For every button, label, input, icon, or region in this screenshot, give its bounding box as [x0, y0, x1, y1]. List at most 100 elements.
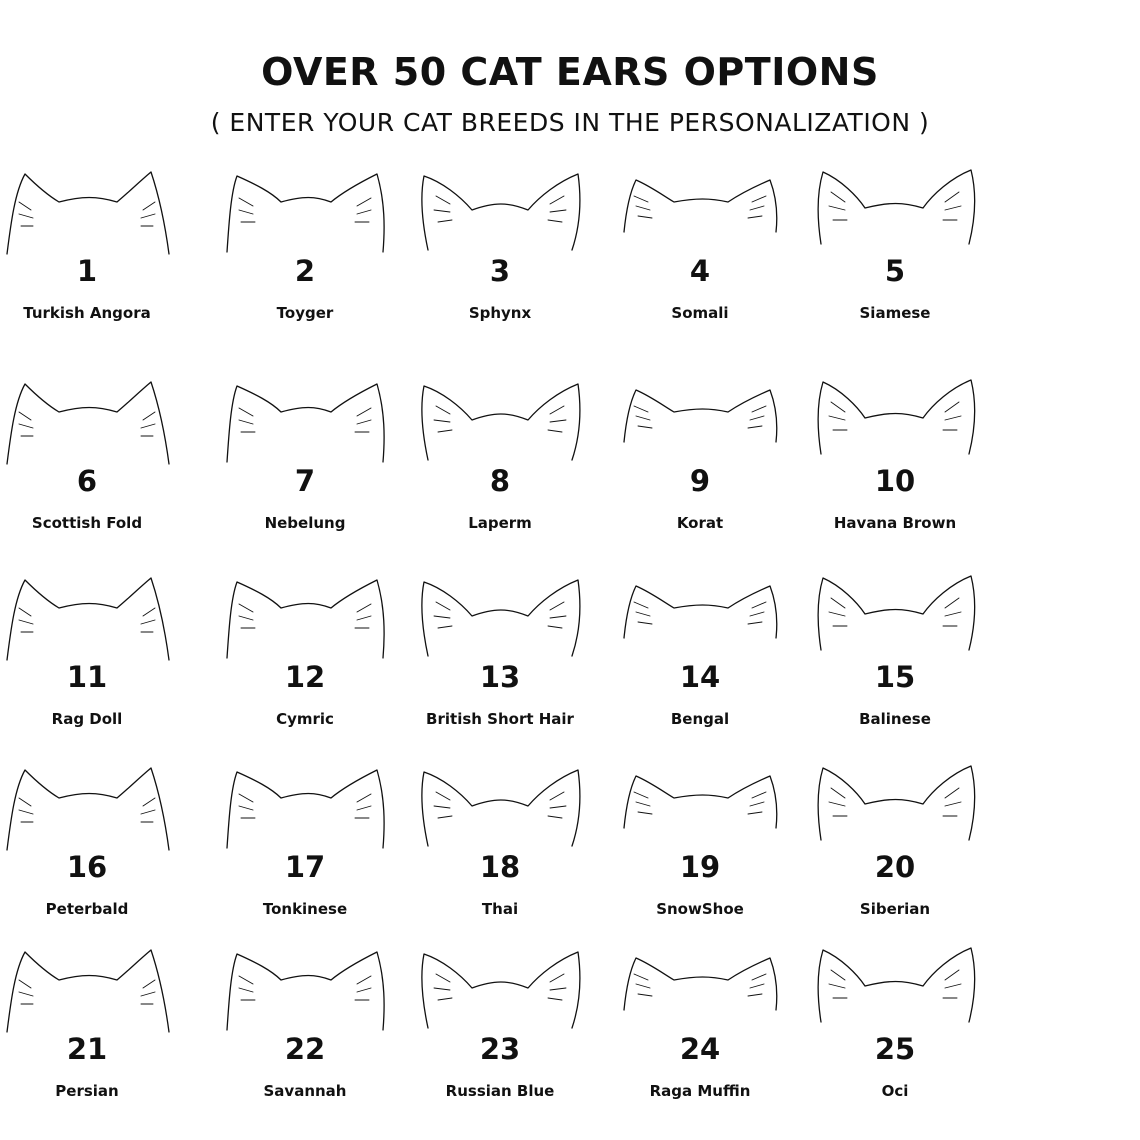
ear-option-6: 6 Scottish Fold: [0, 372, 182, 562]
ear-option-number: 12: [284, 660, 326, 694]
ear-option-breed: Turkish Angora: [23, 304, 151, 322]
ear-option-breed: Sphynx: [468, 304, 532, 322]
cat-ears-icon: [226, 579, 385, 659]
ear-option-breed: Laperm: [468, 514, 532, 532]
ear-option-10: 10 Havana Brown: [800, 372, 990, 562]
ear-option-number: 1: [76, 254, 98, 288]
ear-option-breed: Havana Brown: [833, 514, 957, 532]
ear-option-22: 22 Savannah: [210, 940, 400, 1130]
ear-option-number: 24: [679, 1032, 721, 1066]
ear-option-breed: Korat: [676, 514, 724, 532]
ear-option-breed: Somali: [671, 304, 729, 322]
ear-option-breed: Scottish Fold: [31, 514, 143, 532]
cat-ears-icon: [817, 169, 976, 245]
cat-ears-icon: [6, 171, 170, 255]
ear-option-number: 2: [294, 254, 316, 288]
ear-option-4: 4 Somali: [605, 162, 795, 352]
ear-option-number: 3: [489, 254, 511, 288]
cat-ears-icon: [226, 173, 385, 253]
cat-ears-icon: [421, 769, 581, 847]
ear-option-breed: Balinese: [859, 710, 931, 728]
ear-option-17: 17 Tonkinese: [210, 758, 400, 948]
ear-option-12: 12 Cymric: [210, 568, 400, 758]
ear-option-number: 6: [76, 464, 98, 498]
ear-option-24: 24 Raga Muffin: [605, 940, 795, 1130]
ear-option-breed: Russian Blue: [445, 1082, 555, 1100]
ear-option-20: 20 Siberian: [800, 758, 990, 948]
ear-option-2: 2 Toyger: [210, 162, 400, 352]
ear-option-number: 14: [679, 660, 721, 694]
cat-ears-icon: [623, 775, 778, 829]
cat-ears-icon: [623, 585, 778, 639]
cat-ears-icon: [226, 383, 385, 463]
ear-option-breed: Cymric: [276, 710, 334, 728]
ear-option-1: 1 Turkish Angora: [0, 162, 182, 352]
ear-option-18: 18 Thai: [405, 758, 595, 948]
cat-ears-icon: [421, 579, 581, 657]
ear-option-9: 9 Korat: [605, 372, 795, 562]
ear-option-breed: British Short Hair: [426, 710, 574, 728]
ear-option-breed: Persian: [55, 1082, 119, 1100]
page-subtitle: ( ENTER YOUR CAT BREEDS IN THE PERSONALI…: [210, 108, 930, 137]
ear-option-8: 8 Laperm: [405, 372, 595, 562]
ear-option-number: 5: [884, 254, 906, 288]
ear-option-breed: Bengal: [670, 710, 730, 728]
ear-option-number: 8: [489, 464, 511, 498]
ear-option-number: 22: [284, 1032, 326, 1066]
ear-option-breed: Toyger: [276, 304, 334, 322]
ear-option-7: 7 Nebelung: [210, 372, 400, 562]
ear-option-25: 25 Oci: [800, 940, 990, 1130]
cat-ears-icon: [817, 575, 976, 651]
cat-ears-icon: [226, 769, 385, 849]
ear-option-breed: Tonkinese: [262, 900, 348, 918]
ear-option-breed: SnowShoe: [656, 900, 744, 918]
cat-ears-icon: [6, 949, 170, 1033]
ear-option-breed: Oci: [881, 1082, 909, 1100]
cat-ears-icon: [817, 765, 976, 841]
cat-ears-icon: [421, 383, 581, 461]
ear-option-number: 10: [874, 464, 916, 498]
ear-option-19: 19 SnowShoe: [605, 758, 795, 948]
page-title: OVER 50 CAT EARS OPTIONS: [261, 50, 879, 94]
cat-ears-icon: [623, 389, 778, 443]
cat-ears-icon: [817, 379, 976, 455]
ear-option-breed: Thai: [481, 900, 519, 918]
cat-ears-icon: [623, 179, 778, 233]
cat-ears-icon: [6, 381, 170, 465]
ear-option-number: 4: [689, 254, 711, 288]
ear-option-15: 15 Balinese: [800, 568, 990, 758]
ear-option-23: 23 Russian Blue: [405, 940, 595, 1130]
ear-option-number: 23: [479, 1032, 521, 1066]
ear-option-number: 25: [874, 1032, 916, 1066]
ear-option-14: 14 Bengal: [605, 568, 795, 758]
ear-option-5: 5 Siamese: [800, 162, 990, 352]
ear-option-number: 19: [679, 850, 721, 884]
cat-ears-icon: [623, 957, 778, 1011]
ear-option-number: 11: [66, 660, 108, 694]
ear-option-21: 21 Persian: [0, 940, 182, 1130]
cat-ears-icon: [421, 951, 581, 1029]
ear-option-number: 9: [689, 464, 711, 498]
cat-ears-icon: [6, 767, 170, 851]
ear-option-number: 13: [479, 660, 521, 694]
ear-option-11: 11 Rag Doll: [0, 568, 182, 758]
ear-option-3: 3 Sphynx: [405, 162, 595, 352]
ear-option-number: 15: [874, 660, 916, 694]
ear-option-breed: Siamese: [859, 304, 931, 322]
ear-option-breed: Rag Doll: [51, 710, 123, 728]
cat-ears-icon: [421, 173, 581, 251]
ear-option-breed: Siberian: [859, 900, 931, 918]
ear-option-number: 18: [479, 850, 521, 884]
cat-ears-icon: [817, 947, 976, 1023]
ear-option-16: 16 Peterbald: [0, 758, 182, 948]
ear-option-breed: Peterbald: [45, 900, 129, 918]
ear-option-number: 17: [284, 850, 326, 884]
ear-option-number: 20: [874, 850, 916, 884]
ear-option-number: 16: [66, 850, 108, 884]
ear-option-number: 7: [294, 464, 316, 498]
ear-option-breed: Nebelung: [264, 514, 346, 532]
ear-option-breed: Savannah: [263, 1082, 347, 1100]
ear-option-13: 13 British Short Hair: [405, 568, 595, 758]
cat-ears-icon: [226, 951, 385, 1031]
